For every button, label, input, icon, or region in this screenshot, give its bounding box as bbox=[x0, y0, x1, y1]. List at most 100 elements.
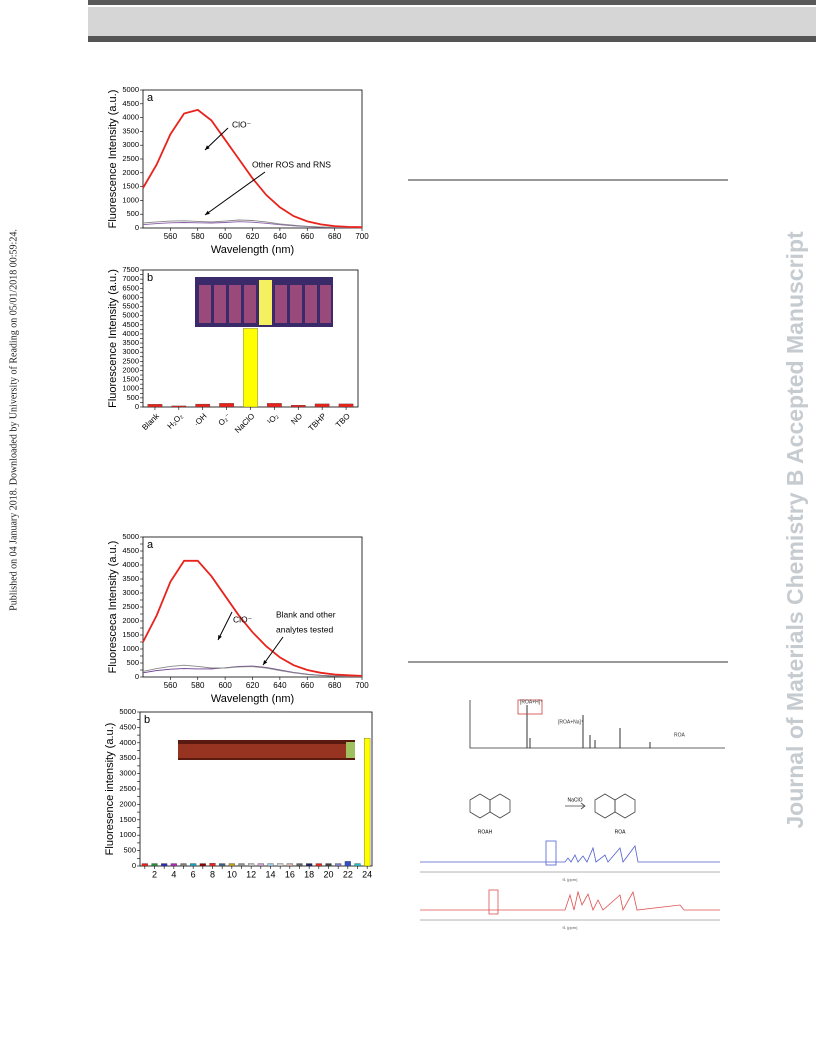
nmr-axis-label: f1 (ppm) bbox=[563, 877, 579, 882]
reaction-scheme bbox=[469, 793, 636, 819]
y-tick-label: 2000 bbox=[122, 616, 139, 625]
panel-label: b bbox=[147, 272, 153, 284]
bar bbox=[364, 738, 371, 867]
y-tick-label: 4000 bbox=[119, 738, 136, 747]
bar bbox=[314, 403, 330, 408]
bar bbox=[290, 405, 306, 408]
y-axis-label: Fluoresceca Intensity (a.u.) bbox=[107, 541, 119, 674]
y-tick-label: 1000 bbox=[122, 644, 139, 653]
bar bbox=[238, 863, 245, 867]
annotation-arrow bbox=[262, 636, 284, 666]
plot-frame bbox=[142, 536, 363, 678]
bar bbox=[354, 863, 361, 867]
y-tick-label: 1500 bbox=[122, 375, 139, 384]
y-tick-label: 4500 bbox=[119, 722, 136, 731]
series-line bbox=[142, 665, 363, 678]
annotation: ClO⁻ bbox=[233, 614, 253, 624]
annotation: Other ROS and RNS bbox=[252, 159, 331, 169]
y-tick-label: 3000 bbox=[122, 588, 139, 597]
bar bbox=[277, 863, 284, 867]
y-axis-label: Fluorescence Intensity (a.u.) bbox=[107, 269, 119, 408]
bar bbox=[219, 403, 234, 408]
y-tick-label: 5000 bbox=[119, 707, 136, 716]
y-tick-label: 3500 bbox=[122, 574, 139, 583]
nmr-trace bbox=[420, 845, 720, 863]
x-tick-label: 8 bbox=[210, 869, 215, 879]
nmr-highlight bbox=[545, 840, 557, 866]
arrow-head bbox=[205, 210, 210, 215]
x-tick-label: ·OH bbox=[192, 411, 209, 428]
x-tick-label: 620 bbox=[246, 232, 260, 241]
y-tick-label: 5000 bbox=[122, 311, 139, 320]
x-tick-label: TBHP bbox=[307, 412, 328, 433]
y-tick-label: 0 bbox=[135, 672, 139, 681]
arrow-head bbox=[263, 660, 268, 665]
ms-peak-label: [ROA+Na]⁺ bbox=[558, 719, 584, 725]
annotation: analytes tested bbox=[276, 624, 333, 634]
mass-spectrum bbox=[469, 700, 725, 749]
ms-structure-label: ROA bbox=[674, 732, 686, 738]
x-tick-label: 20 bbox=[323, 869, 333, 879]
side-note: Published on 04 January 2018. Downloaded… bbox=[8, 229, 19, 611]
x-tick-label: 22 bbox=[343, 869, 353, 879]
vial-photo-columns bbox=[199, 280, 331, 325]
annotation-arrow bbox=[204, 127, 229, 151]
bar bbox=[315, 863, 322, 867]
x-tick-label: 560 bbox=[164, 232, 178, 241]
y-tick-label: 3500 bbox=[119, 753, 136, 762]
x-tick-label: 600 bbox=[218, 681, 232, 690]
arrow-head bbox=[218, 635, 222, 640]
bar bbox=[267, 403, 282, 408]
y-tick-label: 2500 bbox=[122, 356, 139, 365]
bar bbox=[180, 863, 187, 867]
x-tick-label: TBO bbox=[334, 412, 352, 430]
x-tick-label: H₂O₂ bbox=[165, 412, 184, 431]
bar bbox=[306, 863, 313, 867]
y-tick-label: 4000 bbox=[122, 560, 139, 569]
bar bbox=[286, 863, 293, 867]
nmr-highlight bbox=[488, 889, 499, 915]
bar bbox=[228, 863, 235, 867]
x-tick-label: 640 bbox=[273, 232, 287, 241]
x-tick-label: Blank bbox=[140, 411, 161, 432]
reagent-label: NaClO bbox=[567, 797, 582, 803]
y-tick-label: 5000 bbox=[122, 532, 139, 541]
y-tick-label: 3000 bbox=[119, 769, 136, 778]
y-tick-label: 2000 bbox=[122, 365, 139, 374]
x-tick-label: ¹O₂ bbox=[265, 412, 280, 427]
y-tick-label: 5000 bbox=[122, 85, 139, 94]
y-tick-label: 2500 bbox=[122, 602, 139, 611]
series-line bbox=[142, 664, 363, 678]
y-tick-label: 4000 bbox=[122, 329, 139, 338]
plot-frame bbox=[139, 711, 373, 867]
bar bbox=[141, 863, 148, 867]
bar bbox=[209, 863, 216, 867]
bar bbox=[161, 863, 168, 867]
y-tick-label: 4500 bbox=[122, 546, 139, 555]
y-tick-label: 4500 bbox=[122, 320, 139, 329]
watermark: Journal of Materials Chemistry B Accepte… bbox=[782, 231, 808, 829]
x-tick-label: 580 bbox=[191, 681, 205, 690]
bar bbox=[257, 863, 264, 867]
x-tick-label: 24 bbox=[362, 869, 372, 879]
x-tick-label: O₂⁻ bbox=[217, 412, 233, 428]
y-tick-label: 500 bbox=[126, 209, 139, 218]
bar bbox=[267, 863, 274, 867]
bar bbox=[171, 405, 187, 408]
arrow-head bbox=[205, 145, 210, 150]
x-tick-label: 4 bbox=[171, 869, 176, 879]
x-tick-label: 660 bbox=[301, 681, 315, 690]
y-tick-label: 6500 bbox=[122, 283, 139, 292]
annotation: ClO⁻ bbox=[232, 119, 252, 129]
compound-label: ROA bbox=[615, 829, 627, 835]
y-tick-label: 2000 bbox=[119, 799, 136, 808]
x-tick-label: 16 bbox=[285, 869, 295, 879]
y-tick-label: 7000 bbox=[122, 274, 139, 283]
x-tick-label: 660 bbox=[301, 232, 315, 241]
y-tick-label: 3000 bbox=[122, 347, 139, 356]
x-axis-label: Wavelength (nm) bbox=[211, 693, 294, 705]
y-tick-label: 3500 bbox=[122, 338, 139, 347]
y-tick-label: 4500 bbox=[122, 99, 139, 108]
